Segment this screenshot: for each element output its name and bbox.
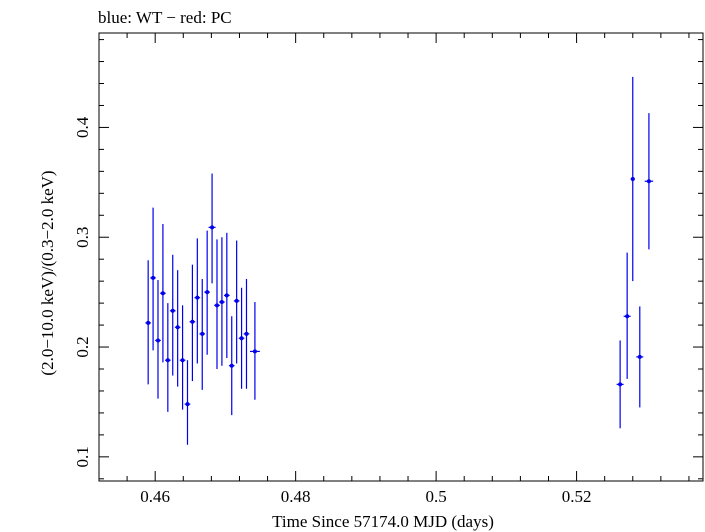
- point-marker: [244, 331, 249, 336]
- data-point: [169, 254, 176, 376]
- data-point: [224, 232, 230, 359]
- plot-frame: [98, 32, 704, 482]
- data-point: [179, 305, 186, 410]
- y-tick-label: 0.3: [73, 227, 92, 248]
- data-point: [208, 173, 216, 284]
- data-point: [194, 238, 201, 364]
- point-marker: [618, 382, 623, 387]
- data-point: [199, 278, 206, 390]
- x-axis-ticks: 0.46 0.48 0.5 0.52: [98, 33, 690, 506]
- data-point: [160, 224, 166, 363]
- point-marker: [625, 314, 630, 319]
- data-point: [219, 237, 225, 366]
- chart-title: blue: WT − red: PC: [98, 8, 232, 27]
- data-point: [165, 303, 171, 412]
- y-axis-ticks: 0.1 0.2 0.3 0.4: [73, 39, 703, 480]
- x-tick-label: 0.48: [281, 487, 311, 506]
- data-point: [243, 278, 250, 389]
- point-marker: [205, 290, 210, 295]
- point-marker: [637, 354, 642, 359]
- point-marker: [165, 358, 170, 363]
- point-marker: [151, 275, 156, 280]
- data-points: [145, 76, 654, 445]
- data-point: [150, 207, 156, 351]
- data-point: [204, 230, 210, 355]
- data-point: [184, 360, 191, 445]
- point-marker: [239, 336, 244, 341]
- data-point: [644, 113, 654, 250]
- data-point: [145, 260, 151, 385]
- y-tick-label: 0.4: [73, 116, 92, 138]
- data-point: [238, 287, 245, 389]
- x-axis-label: Time Since 57174.0 MJD (days): [272, 512, 494, 531]
- point-marker: [219, 300, 224, 305]
- point-marker: [146, 320, 151, 325]
- data-point: [174, 270, 181, 387]
- point-marker: [210, 225, 215, 230]
- data-point: [630, 76, 635, 282]
- point-marker: [234, 298, 239, 303]
- y-tick-label: 0.1: [73, 446, 92, 467]
- data-point: [214, 239, 220, 369]
- point-marker: [252, 349, 257, 354]
- data-point: [250, 302, 260, 400]
- point-marker: [180, 358, 185, 363]
- point-marker: [160, 291, 165, 296]
- point-marker: [646, 179, 651, 184]
- point-marker: [214, 303, 219, 308]
- point-marker: [200, 331, 205, 336]
- y-tick-label: 0.2: [73, 336, 92, 357]
- point-marker: [630, 177, 635, 182]
- point-marker: [224, 293, 229, 298]
- data-point: [616, 340, 624, 429]
- data-point: [636, 306, 644, 408]
- point-marker: [229, 363, 234, 368]
- point-marker: [185, 402, 190, 407]
- point-marker: [175, 325, 180, 330]
- y-axis-label: (2.0−10.0 keV)/(0.3−2.0 keV): [38, 170, 57, 375]
- x-tick-label: 0.46: [140, 487, 170, 506]
- data-point: [189, 264, 196, 382]
- data-point: [228, 316, 235, 416]
- x-tick-label: 0.52: [562, 487, 592, 506]
- data-point: [155, 280, 161, 399]
- point-marker: [190, 319, 195, 324]
- point-marker: [170, 308, 175, 313]
- x-tick-label: 0.5: [425, 487, 446, 506]
- point-marker: [155, 338, 160, 343]
- data-point: [233, 240, 240, 364]
- point-marker: [195, 295, 200, 300]
- data-point: [623, 252, 631, 379]
